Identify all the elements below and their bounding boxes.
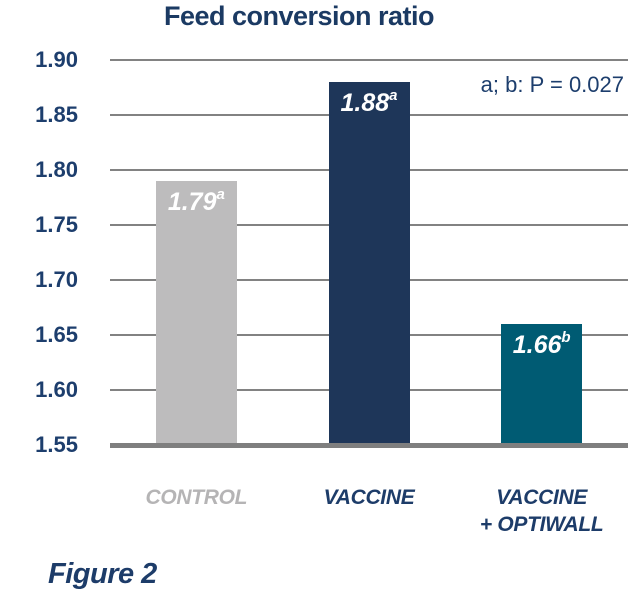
- x-category-label-control: CONTROL: [101, 484, 291, 511]
- y-tick-label: 1.70: [35, 267, 78, 292]
- y-tick-label: 1.80: [35, 157, 78, 182]
- superscript-letter: a: [216, 185, 225, 203]
- y-tick-label: 1.90: [35, 47, 78, 72]
- superscript-letter: b: [561, 328, 571, 346]
- x-category-label-line: + OPTIWALL: [479, 513, 604, 536]
- x-category-label-vaccine-optiwall: VACCINE + OPTIWALL: [447, 484, 637, 538]
- x-category-label-vaccine: VACCINE: [274, 484, 464, 511]
- superscript-letter: a: [389, 86, 398, 104]
- y-tick-label: 1.75: [35, 212, 78, 237]
- y-tick-label: 1.65: [35, 322, 78, 347]
- x-category-label-line: VACCINE: [496, 486, 588, 509]
- bar-value-label: 1.88a: [340, 86, 398, 117]
- bar-value-label: 1.66b: [512, 328, 571, 359]
- x-category-label-line: CONTROL: [145, 486, 248, 509]
- x-category-label-line: VACCINE: [323, 486, 415, 509]
- significance-annotation: a; b: P = 0.027: [480, 72, 624, 97]
- chart-title: Feed conversion ratio: [163, 1, 435, 31]
- gridline: [110, 59, 628, 61]
- bar-vaccine: [328, 82, 410, 445]
- figure-caption: Figure 2: [48, 558, 157, 590]
- y-tick-label: 1.55: [35, 432, 78, 457]
- y-tick-label: 1.85: [35, 102, 78, 127]
- bar-control: [155, 181, 237, 445]
- y-tick-label: 1.60: [35, 377, 78, 402]
- x-axis-line: [110, 443, 628, 448]
- bar-value-label: 1.79a: [167, 185, 225, 216]
- bar-vaccine-optiwall: [501, 324, 583, 445]
